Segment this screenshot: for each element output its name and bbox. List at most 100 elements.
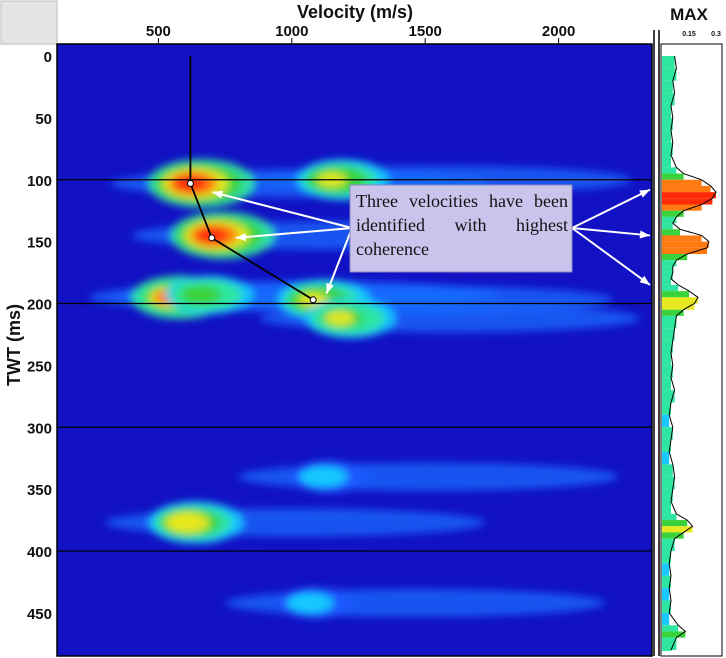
max-strip-segment: [662, 427, 673, 440]
annotation-arrow-line: [571, 227, 651, 286]
max-strip-segment: [662, 198, 713, 205]
max-strip-segment: [662, 563, 670, 576]
max-strip-segment: [662, 260, 677, 267]
max-strip-segment: [662, 439, 671, 452]
max-color-strip: [662, 56, 716, 651]
max-strip-segment: [662, 56, 675, 69]
annotation-arrow-head: [235, 233, 247, 242]
max-strip-segment: [662, 204, 702, 211]
y-tick-label: 350: [27, 482, 52, 499]
max-strip-segment: [662, 284, 679, 292]
max-strip-segment: [662, 142, 673, 155]
y-tick-label: 250: [27, 358, 52, 375]
max-strip-segment: [662, 315, 677, 329]
max-strip-segment: [662, 130, 671, 143]
max-strip-segment: [662, 464, 673, 477]
max-strip-segment: [662, 513, 677, 521]
x-tick-labels: 500 1000 1500 2000: [146, 23, 575, 40]
y-tick-label: 300: [27, 420, 52, 437]
max-strip-segment: [662, 631, 686, 638]
coherence-blob: [305, 470, 332, 484]
annotation-arrow-line: [571, 188, 651, 229]
y-tick-label: 200: [27, 297, 52, 314]
max-strip-segment: [662, 650, 671, 651]
max-strip-segment: [662, 452, 670, 465]
annotation-arrow-head: [212, 190, 224, 199]
max-tick-label: 0.3: [711, 31, 721, 38]
max-strip-segment: [662, 185, 711, 193]
max-strip-segment: [662, 241, 709, 248]
x-tick-marks: [157, 38, 560, 44]
max-strip-segment: [662, 526, 693, 533]
max-strip-segment: [662, 173, 684, 180]
max-strip-segment: [662, 210, 684, 217]
semblance-panel: [57, 44, 652, 656]
coherence-blob: [170, 514, 200, 531]
max-strip-segment: [662, 309, 684, 316]
max-strip-segment: [662, 365, 673, 378]
x-tick-label: 500: [146, 23, 171, 40]
max-strip-segment: [662, 68, 677, 81]
x-tick-label: 2000: [542, 23, 575, 40]
max-strip-segment: [662, 600, 671, 613]
max-strip-segment: [662, 167, 677, 174]
max-strip-segment: [662, 229, 680, 236]
max-strip-segment: [662, 105, 671, 118]
x-tick-label: 1000: [275, 23, 308, 40]
coherence-blob: [325, 310, 355, 326]
y-tick-label: 100: [27, 173, 52, 190]
panel-frame: [56, 43, 653, 657]
annotation-arrows: [212, 188, 651, 294]
max-strip-segment: [662, 155, 671, 168]
y-tick-label: 450: [27, 606, 52, 623]
annotation-arrow-line: [235, 227, 353, 239]
max-strip-segment: [662, 501, 671, 514]
max-strip-segment: [662, 551, 671, 564]
max-strip-segment: [662, 377, 671, 391]
x-axis-title: Velocity (m/s): [297, 2, 413, 22]
velocity-pick-marker: [186, 179, 194, 187]
max-strip-segment: [662, 414, 670, 428]
max-tick-label: 0.15: [682, 31, 696, 38]
max-strip-segment: [662, 353, 671, 366]
y-tick-label: 0: [44, 49, 52, 66]
y-tick-labels: 0 50 100 150 200 250 300 350 400 450: [27, 49, 52, 623]
annotation-arrow-head: [639, 275, 650, 285]
max-strip-segment: [662, 402, 671, 415]
annotation-arrow-line: [325, 227, 353, 294]
annotation-arrow-head: [639, 189, 650, 198]
max-strip-segment: [662, 235, 702, 242]
max-strip-segment: [662, 303, 695, 310]
coherence-blob: [292, 596, 318, 610]
max-strip-segment: [662, 297, 698, 304]
max-strip-segment: [662, 328, 675, 341]
annotation-text: Three velocities have been identified wi…: [356, 191, 568, 259]
coherence-blob: [184, 287, 213, 303]
annotation-box: [349, 184, 573, 273]
max-strip-segment: [662, 216, 677, 224]
max-axis-ticks: 0.15 0.3: [682, 31, 721, 38]
velocity-pick-marker: [208, 234, 216, 242]
max-strip-segment: [662, 637, 677, 650]
max-strip-segment: [662, 588, 670, 601]
y-tick-label: 150: [27, 235, 52, 252]
coherence-blobs: [89, 159, 640, 619]
velocity-pick-line: [189, 56, 314, 301]
y-tick-label: 400: [27, 544, 52, 561]
max-strip-segment: [662, 247, 707, 254]
max-panel-frame: [660, 43, 723, 657]
max-strip-segment: [662, 223, 673, 230]
max-coherence-curve: [668, 55, 717, 651]
max-strip-segment: [662, 532, 684, 539]
max-strip-segment: [662, 340, 673, 353]
max-panel-title: MAX: [670, 5, 708, 24]
annotation-arrow-line: [212, 191, 353, 229]
max-strip-segment: [662, 625, 679, 632]
max-strip-segment: [662, 117, 673, 131]
y-tick-label: 50: [35, 111, 52, 128]
max-strip-segment: [662, 266, 673, 273]
annotation-group: Three velocities have been identified wi…: [212, 184, 651, 294]
x-tick-label: 1500: [409, 23, 442, 40]
annotation-arrow-line: [571, 227, 651, 237]
